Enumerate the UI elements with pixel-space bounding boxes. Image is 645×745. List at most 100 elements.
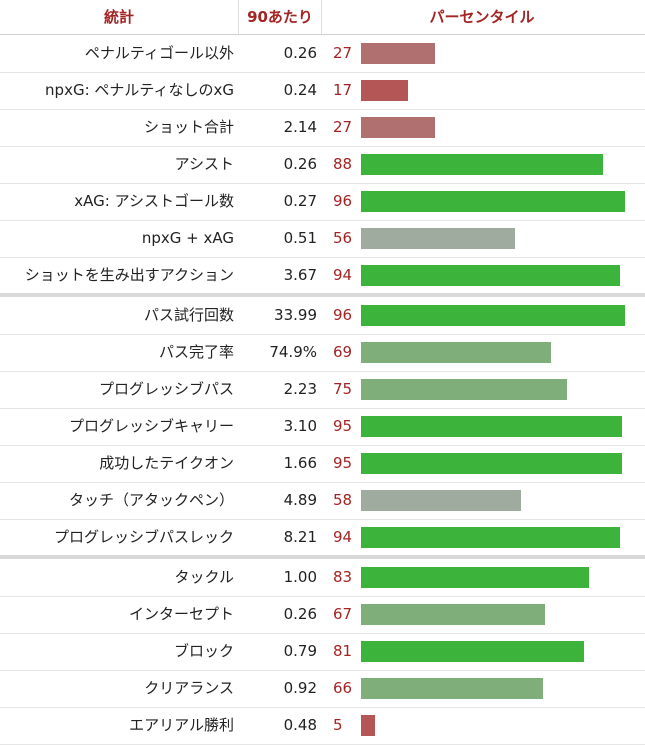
stat-label: ショット合計 bbox=[143, 118, 234, 136]
stat-label: xAG: アシストゴール数 bbox=[74, 192, 234, 210]
stat-label: インターセプト bbox=[128, 605, 234, 623]
percentile-value: 95 bbox=[333, 417, 353, 435]
per90-value: 0.48 bbox=[283, 716, 317, 734]
percentile-bar bbox=[361, 490, 521, 511]
percentile-value: 75 bbox=[333, 380, 353, 398]
header-percentile[interactable]: パーセンタイル bbox=[429, 8, 535, 26]
table-row: ペナルティゴール以外 0.26 27 bbox=[0, 35, 645, 73]
percentile-bar bbox=[361, 379, 567, 400]
per90-value: 2.23 bbox=[283, 380, 317, 398]
per90-value: 3.10 bbox=[283, 417, 317, 435]
percentile-value: 81 bbox=[333, 642, 353, 660]
per90-value: 2.14 bbox=[283, 118, 317, 136]
table-row: ショットを生み出すアクション 3.67 94 bbox=[0, 257, 645, 295]
percentile-value: 83 bbox=[333, 568, 353, 586]
per90-value: 0.26 bbox=[283, 605, 317, 623]
table-row: npxG: ペナルティなしのxG 0.24 17 bbox=[0, 72, 645, 110]
header-stat[interactable]: 統計 bbox=[103, 8, 134, 26]
table-row: クリアランス 0.92 66 bbox=[0, 670, 645, 708]
percentile-bar bbox=[361, 604, 545, 625]
percentile-value: 67 bbox=[333, 605, 353, 623]
table-row: プログレッシブパスレック 8.21 94 bbox=[0, 519, 645, 557]
percentile-value: 94 bbox=[333, 528, 353, 546]
stat-label: npxG + xAG bbox=[141, 229, 234, 247]
table-row: 成功したテイクオン 1.66 95 bbox=[0, 445, 645, 483]
stat-label: クリアランス bbox=[144, 679, 234, 697]
table-row: プログレッシブパス 2.23 75 bbox=[0, 371, 645, 409]
percentile-value: 96 bbox=[333, 306, 353, 324]
percentile-value: 17 bbox=[333, 81, 353, 99]
stat-label: npxG: ペナルティなしのxG bbox=[45, 81, 234, 99]
percentile-bar bbox=[361, 715, 375, 736]
table-row: アシスト 0.26 88 bbox=[0, 146, 645, 184]
per90-value: 33.99 bbox=[274, 306, 317, 324]
per90-value: 0.51 bbox=[283, 229, 317, 247]
percentile-bar bbox=[361, 416, 622, 437]
table-row: タックル 1.00 83 bbox=[0, 559, 645, 597]
percentile-value: 27 bbox=[333, 118, 353, 136]
table-row: パス完了率 74.9% 69 bbox=[0, 334, 645, 372]
header-per90[interactable]: 90あたり bbox=[247, 8, 313, 26]
per90-value: 1.00 bbox=[283, 568, 317, 586]
stat-label: プログレッシブパスレック bbox=[53, 528, 234, 546]
percentile-bar bbox=[361, 305, 625, 326]
percentile-bar bbox=[361, 228, 515, 249]
stat-label: 成功したテイクオン bbox=[99, 454, 234, 472]
per90-value: 3.67 bbox=[283, 266, 317, 284]
stat-label: パス試行回数 bbox=[143, 306, 234, 324]
percentile-value: 58 bbox=[333, 491, 353, 509]
percentile-value: 5 bbox=[333, 716, 343, 734]
table-row: プログレッシブキャリー 3.10 95 bbox=[0, 408, 645, 446]
stat-label: パス完了率 bbox=[158, 343, 234, 361]
table-row: インターセプト 0.26 67 bbox=[0, 596, 645, 634]
percentile-value: 88 bbox=[333, 155, 353, 173]
percentile-bar bbox=[361, 342, 551, 363]
percentile-value: 95 bbox=[333, 454, 353, 472]
percentile-bar bbox=[361, 527, 620, 548]
percentile-value: 66 bbox=[333, 679, 353, 697]
percentile-value: 27 bbox=[333, 44, 353, 62]
stat-label: プログレッシブパス bbox=[98, 380, 234, 398]
percentile-value: 96 bbox=[333, 192, 353, 210]
table-header: 統計 90あたり パーセンタイル bbox=[0, 0, 645, 35]
percentile-bar bbox=[361, 678, 543, 699]
percentile-value: 69 bbox=[333, 343, 353, 361]
per90-value: 0.26 bbox=[283, 44, 317, 62]
percentile-value: 94 bbox=[333, 266, 353, 284]
percentile-bar bbox=[361, 265, 620, 286]
percentile-value: 56 bbox=[333, 229, 353, 247]
per90-value: 0.27 bbox=[283, 192, 317, 210]
per90-value: 0.24 bbox=[283, 81, 317, 99]
per90-value: 74.9% bbox=[269, 343, 317, 361]
table-row: パス試行回数 33.99 96 bbox=[0, 297, 645, 335]
per90-value: 0.26 bbox=[283, 155, 317, 173]
column-divider bbox=[321, 0, 322, 35]
stat-label: ペナルティゴール以外 bbox=[84, 44, 234, 62]
group-separator bbox=[0, 555, 645, 559]
table-row: タッチ（アタックペン） 4.89 58 bbox=[0, 482, 645, 520]
percentile-bar bbox=[361, 641, 584, 662]
percentile-bar bbox=[361, 80, 408, 101]
stat-label: アシスト bbox=[174, 155, 234, 173]
per90-value: 8.21 bbox=[283, 528, 317, 546]
stat-label: ブロック bbox=[173, 642, 234, 660]
per90-value: 1.66 bbox=[283, 454, 317, 472]
table-row: ブロック 0.79 81 bbox=[0, 633, 645, 671]
table-row: xAG: アシストゴール数 0.27 96 bbox=[0, 183, 645, 221]
stat-label: タッチ（アタックペン） bbox=[68, 491, 234, 509]
group-separator bbox=[0, 293, 645, 297]
stat-label: プログレッシブキャリー bbox=[68, 417, 234, 435]
per90-value: 4.89 bbox=[283, 491, 317, 509]
table-row: ショット合計 2.14 27 bbox=[0, 109, 645, 147]
table-row: エアリアル勝利 0.48 5 bbox=[0, 707, 645, 745]
column-divider bbox=[238, 0, 239, 35]
percentile-bar bbox=[361, 43, 435, 64]
percentile-bar bbox=[361, 117, 435, 138]
stat-label: ショットを生み出すアクション bbox=[24, 266, 234, 284]
per90-value: 0.92 bbox=[283, 679, 317, 697]
percentile-bar bbox=[361, 453, 622, 474]
percentile-bar bbox=[361, 154, 603, 175]
table-row: npxG + xAG 0.51 56 bbox=[0, 220, 645, 258]
percentile-bar bbox=[361, 567, 589, 588]
